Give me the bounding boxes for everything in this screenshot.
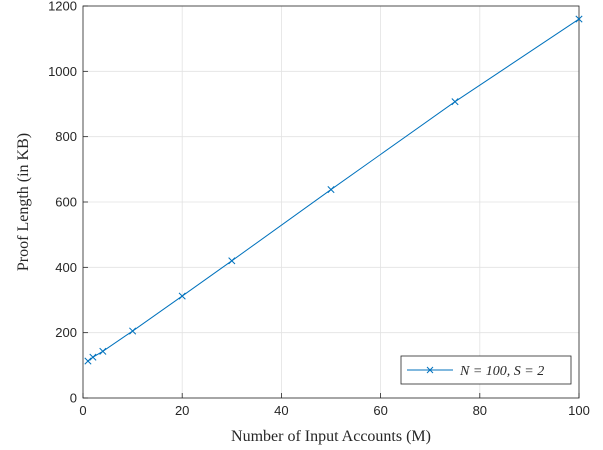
x-tick-label: 100 [568, 403, 590, 418]
data-point [178, 292, 186, 300]
y-tick-label: 800 [55, 129, 77, 144]
legend-label: N = 100, S = 2 [459, 364, 544, 379]
data-point-stroke [84, 357, 92, 365]
data-point-stroke [89, 353, 97, 361]
x-axis-title: Number of Input Accounts (M) [231, 428, 431, 445]
x-tick-label: 20 [175, 403, 189, 418]
y-tick-label: 200 [55, 325, 77, 340]
legend-marker [426, 366, 434, 374]
data-point-stroke [129, 327, 137, 335]
data-point-stroke [575, 15, 583, 23]
y-tick-label: 600 [55, 195, 77, 210]
data-point [129, 327, 137, 335]
grid [82, 5, 580, 399]
x-tick-label: 40 [274, 403, 288, 418]
y-axis-title: Proof Length (in KB) [15, 133, 32, 271]
data-point-stroke [178, 292, 186, 300]
data-point-stroke [451, 98, 459, 106]
data-point-stroke [228, 257, 236, 265]
series [84, 15, 583, 365]
y-tick-label: 0 [70, 391, 77, 406]
x-tick-label: 80 [473, 403, 487, 418]
y-tick-label: 400 [55, 260, 77, 275]
y-tick-label: 1200 [48, 0, 77, 14]
legend: N = 100, S = 2 [400, 355, 572, 385]
data-point [451, 98, 459, 106]
data-point [228, 257, 236, 265]
x-tick-label: 0 [79, 403, 86, 418]
data-point [327, 186, 335, 194]
data-point-stroke [327, 186, 335, 194]
data-point [99, 347, 107, 355]
y-tick-label: 1000 [48, 64, 77, 79]
data-point [575, 15, 583, 23]
x-tick-label: 60 [373, 403, 387, 418]
data-point [84, 357, 92, 365]
data-point [89, 353, 97, 361]
data-point-stroke [99, 347, 107, 355]
